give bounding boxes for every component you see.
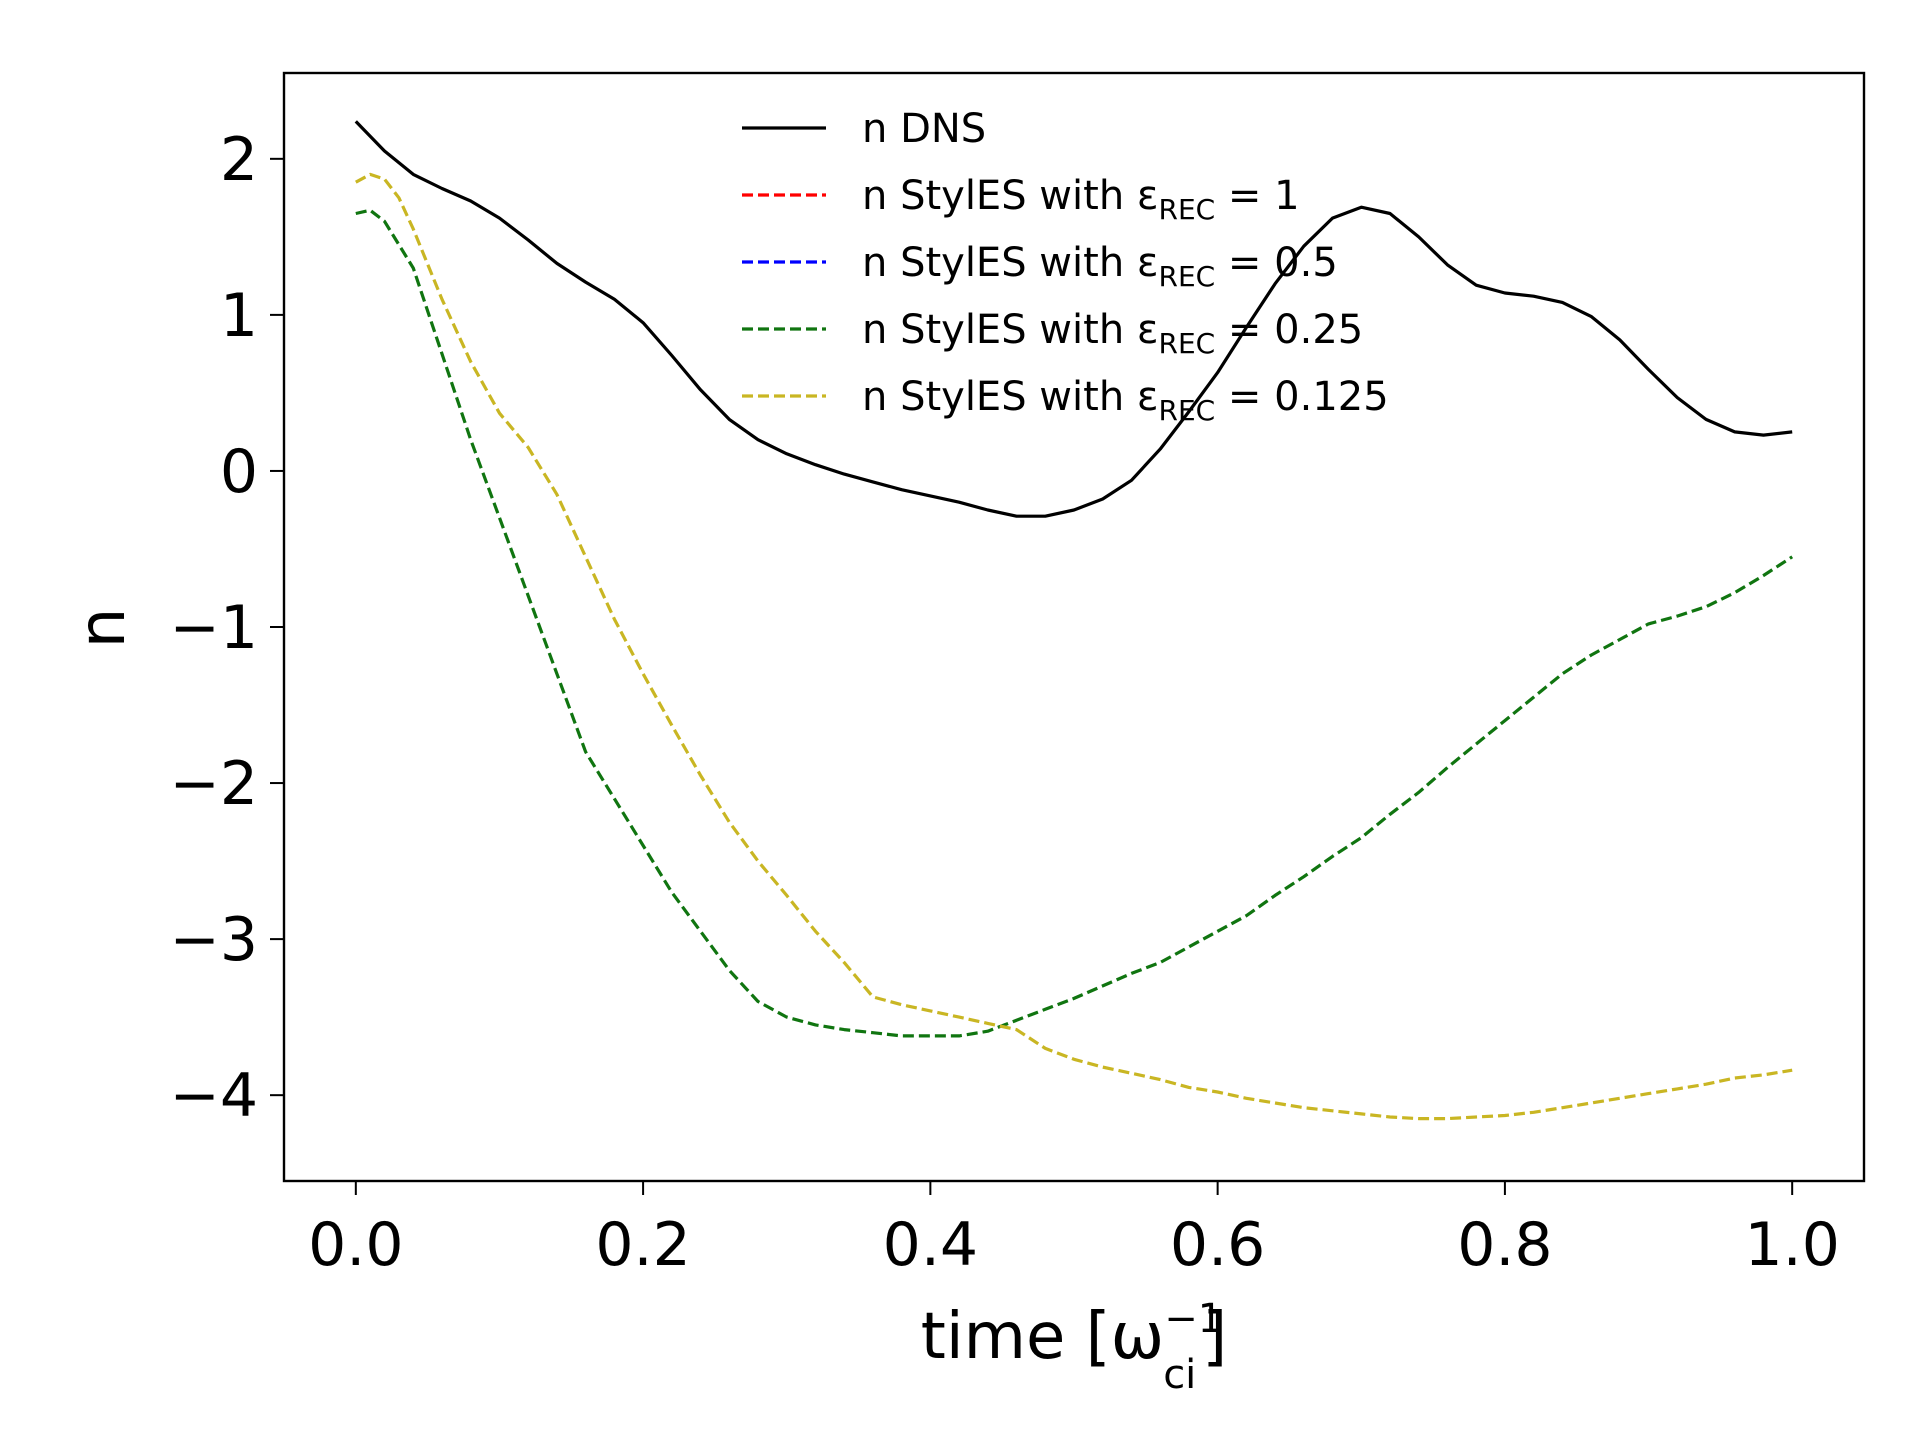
legend-label-2: n StylES with εREC = 0.5 [862, 240, 1338, 293]
y-axis-label: n [66, 608, 140, 649]
legend-label-4: n StylES with εREC = 0.125 [862, 374, 1389, 427]
y-axis-ticks: 2 1 0 −1 −2 −3 −4 [170, 125, 284, 1131]
y-tick-label: −2 [170, 749, 258, 819]
y-tick-label: 2 [220, 125, 258, 195]
x-axis-ticks: 0.0 0.2 0.4 0.6 0.8 1.0 [308, 1181, 1840, 1280]
x-axis-label: time [ω−1 ci] [921, 1296, 1228, 1398]
series-line-4 [355, 172, 1793, 1121]
legend-label-3: n StylES with εREC = 0.25 [862, 307, 1363, 360]
x-tick-label: 0.2 [595, 1210, 690, 1280]
x-tick-label: 0.8 [1457, 1210, 1552, 1280]
y-tick-label: 1 [220, 281, 258, 351]
series-layer [354, 120, 1794, 1121]
x-tick-label: 1.0 [1744, 1210, 1839, 1280]
series-line-0 [354, 120, 1793, 518]
x-tick-label: 0.0 [308, 1210, 403, 1280]
y-tick-label: −1 [170, 593, 258, 663]
y-tick-label: 0 [220, 437, 258, 507]
legend-label-1: n StylES with εREC = 1 [862, 173, 1300, 226]
x-tick-label: 0.4 [883, 1210, 978, 1280]
series-line-3 [355, 208, 1794, 1038]
legend: n DNS n StylES with εREC = 1 n StylES with… [742, 106, 1389, 427]
y-tick-label: −4 [170, 1061, 258, 1131]
legend-label-0: n DNS [862, 106, 986, 152]
y-tick-label: −3 [170, 905, 258, 975]
x-tick-label: 0.6 [1170, 1210, 1265, 1280]
